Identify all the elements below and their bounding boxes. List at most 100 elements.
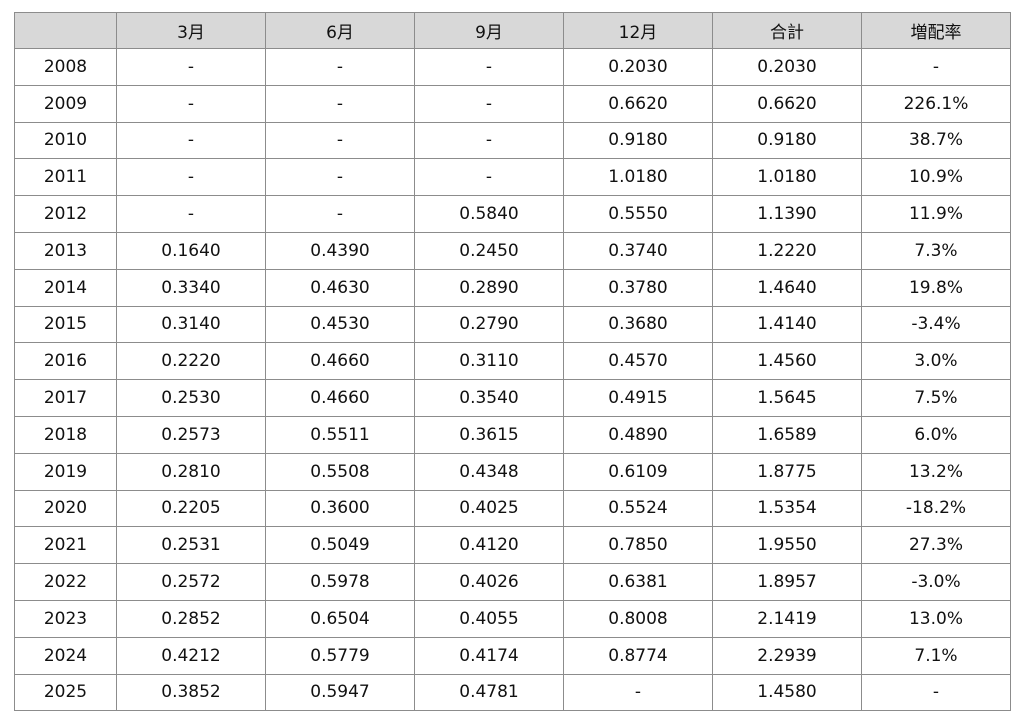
cell-growth-rate: 13.2% <box>861 452 1011 491</box>
cell-march: 0.2205 <box>116 489 266 528</box>
cell-year: 2013 <box>14 231 117 270</box>
cell-june: 0.4660 <box>265 379 415 417</box>
cell-september: 0.2790 <box>414 305 564 344</box>
cell-december: 1.0180 <box>563 158 713 197</box>
cell-total: 0.6620 <box>712 84 862 123</box>
cell-year: 2023 <box>14 599 117 638</box>
table-row: 2017 0.2530 0.4660 0.3540 0.4915 1.5645 7.5% <box>14 379 1011 417</box>
cell-september: 0.4026 <box>414 563 564 601</box>
cell-growth-rate: 7.5% <box>861 379 1011 417</box>
cell-year: 2008 <box>14 48 117 86</box>
cell-growth-rate: 38.7% <box>861 121 1011 160</box>
cell-march: 0.2530 <box>116 379 266 417</box>
cell-march: 0.3340 <box>116 268 266 307</box>
cell-december: 0.8008 <box>563 599 713 638</box>
cell-total: 2.2939 <box>712 636 862 675</box>
cell-december: 0.8774 <box>563 636 713 675</box>
cell-september: 0.3110 <box>414 342 564 381</box>
cell-march: 0.2852 <box>116 599 266 638</box>
cell-september: 0.4781 <box>414 673 564 712</box>
cell-total: 1.5645 <box>712 379 862 417</box>
cell-december: 0.3740 <box>563 231 713 270</box>
cell-march: 0.3852 <box>116 673 266 712</box>
cell-december: 0.6620 <box>563 84 713 123</box>
cell-year: 2017 <box>14 379 117 417</box>
cell-june: 0.5978 <box>265 563 415 601</box>
cell-june: 0.6504 <box>265 599 415 638</box>
cell-year: 2009 <box>14 84 117 123</box>
cell-june: - <box>265 158 415 197</box>
cell-june: 0.4530 <box>265 305 415 344</box>
table-row: 2019 0.2810 0.5508 0.4348 0.6109 1.8775 13.2% <box>14 452 1011 491</box>
cell-september: - <box>414 84 564 123</box>
cell-september: - <box>414 121 564 160</box>
dividend-table-container: 3月 6月 9月 12月 合計 増配率 2008- - -0.2030 0.2030-… <box>14 12 1011 712</box>
cell-year: 2014 <box>14 268 117 307</box>
cell-june: 0.5508 <box>265 452 415 491</box>
cell-march: 0.3140 <box>116 305 266 344</box>
cell-march: - <box>116 121 266 160</box>
cell-december: 0.7850 <box>563 526 713 565</box>
table-row: 2022 0.2572 0.5978 0.4026 0.6381 1.8957 -3.0% <box>14 563 1011 601</box>
cell-growth-rate: 13.0% <box>861 599 1011 638</box>
cell-year: 2021 <box>14 526 117 565</box>
cell-march: 0.2220 <box>116 342 266 381</box>
table-row: 2011- - -1.0180 1.0180 10.9% <box>14 158 1011 197</box>
header-cell-june: 6月 <box>265 12 415 49</box>
cell-growth-rate: - <box>861 48 1011 86</box>
cell-june: 0.5947 <box>265 673 415 712</box>
cell-december: 0.9180 <box>563 121 713 160</box>
cell-september: 0.2450 <box>414 231 564 270</box>
cell-total: 1.4640 <box>712 268 862 307</box>
header-cell-growth-rate: 増配率 <box>861 12 1011 49</box>
cell-total: 0.9180 <box>712 121 862 160</box>
cell-march: - <box>116 158 266 197</box>
cell-march: 0.2810 <box>116 452 266 491</box>
cell-december: 0.6109 <box>563 452 713 491</box>
cell-june: 0.4660 <box>265 342 415 381</box>
cell-growth-rate: 7.3% <box>861 231 1011 270</box>
cell-march: 0.2531 <box>116 526 266 565</box>
cell-march: 0.2573 <box>116 415 266 454</box>
header-cell-december: 12月 <box>563 12 713 49</box>
cell-total: 1.4140 <box>712 305 862 344</box>
cell-june: - <box>265 84 415 123</box>
cell-september: 0.4120 <box>414 526 564 565</box>
table-row: 2020 0.2205 0.3600 0.4025 0.5524 1.5354 -18.2% <box>14 489 1011 528</box>
cell-year: 2024 <box>14 636 117 675</box>
cell-total: 1.8957 <box>712 563 862 601</box>
cell-september: 0.3615 <box>414 415 564 454</box>
cell-total: 1.0180 <box>712 158 862 197</box>
cell-march: - <box>116 48 266 86</box>
header-cell-year <box>14 12 117 49</box>
cell-march: 0.1640 <box>116 231 266 270</box>
cell-year: 2011 <box>14 158 117 197</box>
table-body: 2008- - -0.2030 0.2030-2009- - -0.6620 0.6620 2… <box>14 48 1011 712</box>
table-row: 2023 0.2852 0.6504 0.4055 0.8008 2.1419 13.0% <box>14 599 1011 638</box>
table-header-row: 3月 6月 9月 12月 合計 増配率 <box>14 12 1011 49</box>
cell-growth-rate: - <box>861 673 1011 712</box>
cell-growth-rate: 6.0% <box>861 415 1011 454</box>
table-row: 2025 0.3852 0.5947 0.4781-1.4580- <box>14 673 1011 712</box>
cell-year: 2022 <box>14 563 117 601</box>
cell-december: 0.3780 <box>563 268 713 307</box>
cell-december: 0.3680 <box>563 305 713 344</box>
cell-september: 0.2890 <box>414 268 564 307</box>
dividend-table: 3月 6月 9月 12月 合計 増配率 2008- - -0.2030 0.2030-… <box>14 12 1011 712</box>
cell-september: 0.5840 <box>414 195 564 233</box>
cell-year: 2016 <box>14 342 117 381</box>
cell-june: 0.5511 <box>265 415 415 454</box>
cell-june: 0.4390 <box>265 231 415 270</box>
cell-growth-rate: 11.9% <box>861 195 1011 233</box>
cell-december: 0.6381 <box>563 563 713 601</box>
cell-december: 0.2030 <box>563 48 713 86</box>
table-row: 2012- -0.5840 0.5550 1.1390 11.9% <box>14 195 1011 233</box>
cell-september: 0.4348 <box>414 452 564 491</box>
table-row: 2016 0.2220 0.4660 0.3110 0.4570 1.4560 3.0% <box>14 342 1011 381</box>
cell-december: 0.4570 <box>563 342 713 381</box>
cell-september: 0.3540 <box>414 379 564 417</box>
cell-september: 0.4055 <box>414 599 564 638</box>
table-row: 2008- - -0.2030 0.2030- <box>14 48 1011 86</box>
cell-total: 1.2220 <box>712 231 862 270</box>
cell-year: 2012 <box>14 195 117 233</box>
